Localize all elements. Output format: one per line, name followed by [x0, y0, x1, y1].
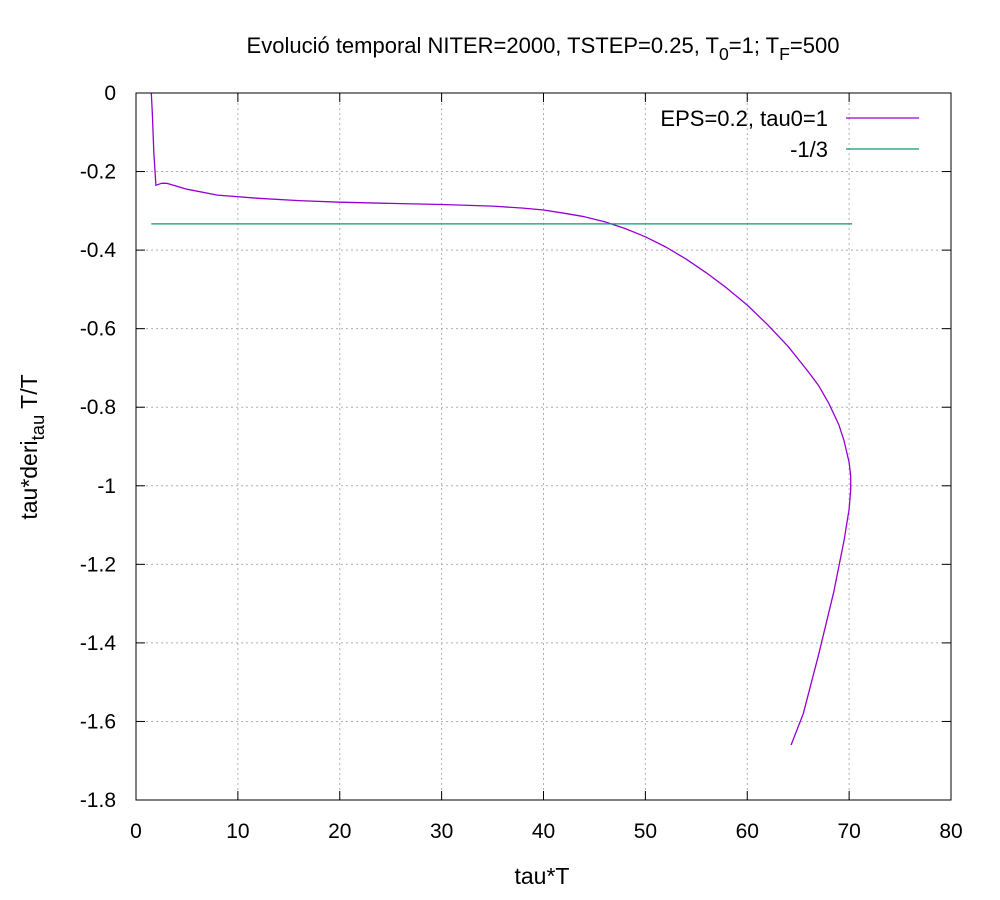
subscript-text: tau: [27, 415, 48, 441]
y-axis-label: tau*deritau​ T/T: [16, 374, 48, 519]
text-part: tau*deri: [16, 440, 42, 519]
x-tick-label: 50: [634, 820, 657, 843]
x-tick-label: 0: [130, 820, 142, 843]
y-tick-label: -1.8: [80, 789, 116, 812]
axis-ticks: [135, 92, 952, 801]
chart-title: Evolució temporal NITER=2000, TSTEP=0.25…: [247, 33, 840, 64]
plot-series: [150, 92, 853, 746]
x-tick-label: 20: [328, 820, 351, 843]
y-tick-label: 0: [104, 82, 116, 105]
y-tick-label: -1.2: [80, 553, 116, 576]
text-part: =1; T: [729, 33, 779, 58]
x-tick-label: 70: [837, 820, 860, 843]
x-tick-label: 40: [532, 820, 555, 843]
text-part: =500: [790, 33, 840, 58]
legend-label: -1/3: [790, 137, 828, 162]
subscript-text: F: [779, 44, 790, 64]
x-tick-label: 30: [430, 820, 453, 843]
subscript-text: 0: [719, 44, 729, 64]
x-tick-label: 60: [736, 820, 759, 843]
y-tick-label: -0.8: [80, 396, 116, 419]
x-tick-labels: 0 10 20 30 40 50 60 70 80: [130, 820, 963, 843]
text-part: T/T: [16, 374, 42, 414]
x-tick-label: 80: [939, 820, 962, 843]
y-tick-label: -1.4: [80, 632, 117, 655]
x-tick-label: 10: [226, 820, 249, 843]
grid-lines: [136, 93, 951, 800]
x-axis-label: tau*T: [515, 863, 570, 889]
legend: EPS=0.2, tau0=1 -1/3: [660, 106, 919, 162]
series-line-1: [150, 92, 852, 746]
legend-label: EPS=0.2, tau0=1: [660, 106, 828, 131]
y-tick-label: -0.2: [80, 161, 116, 184]
y-tick-label: -0.4: [80, 239, 117, 262]
y-tick-label: -1.6: [80, 710, 116, 733]
y-tick-label: -0.6: [80, 318, 116, 341]
y-tick-label: -1: [97, 475, 116, 498]
y-tick-labels: 0 -0.2 -0.4 -0.6 -0.8 -1 -1.2 -1.4 -1.6 -1.8: [80, 82, 117, 812]
text-part: Evolució temporal NITER=2000, TSTEP=0.25…: [247, 33, 719, 58]
